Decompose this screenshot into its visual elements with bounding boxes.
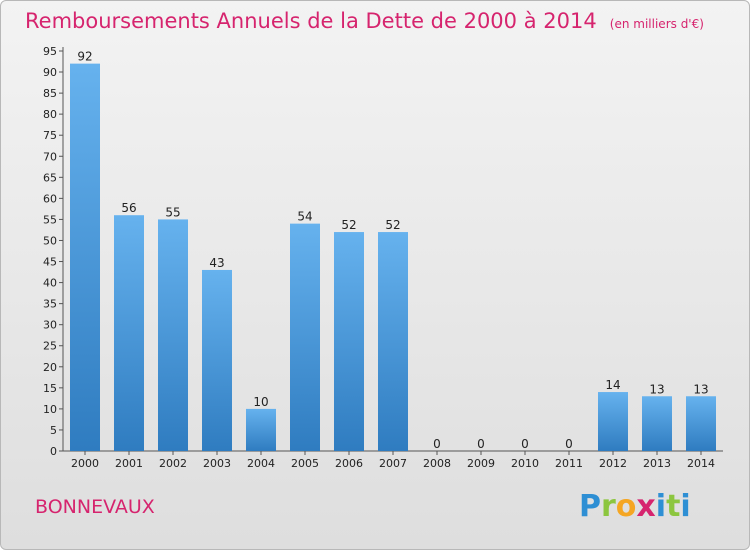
y-tick-label: 15 [43,382,57,395]
x-tick-label: 2014 [687,457,715,470]
y-tick-label: 75 [43,129,57,142]
x-tick-label: 2002 [159,457,187,470]
proxiti-logo: Proxiti [579,489,691,524]
y-tick-label: 20 [43,361,57,374]
chart-bars [70,63,716,451]
value-label: 52 [341,218,356,232]
bar-2000 [70,63,100,451]
x-tick-label: 2013 [643,457,671,470]
y-tick-label: 80 [43,108,57,121]
value-label: 0 [565,437,573,451]
y-tick-label: 85 [43,87,57,100]
logo-letter: P [579,489,601,524]
bar-2001 [114,215,144,451]
commune-name: BONNEVAUX [35,496,155,518]
y-tick-label: 10 [43,403,57,416]
chart-title: Remboursements Annuels de la Dette de 20… [25,9,597,33]
y-tick-label: 70 [43,150,57,163]
bar-2013 [642,396,672,451]
x-tick-label: 2000 [71,457,99,470]
logo-letter: t [666,489,681,524]
logo-letter: i [655,489,667,524]
bar-2002 [158,219,188,451]
x-tick-label: 2006 [335,457,363,470]
value-label: 10 [253,395,268,409]
x-tick-label: 2004 [247,457,275,470]
x-tick-label: 2012 [599,457,627,470]
value-label: 54 [297,210,312,224]
bar-2003 [202,269,232,451]
y-tick-label: 90 [43,66,57,79]
value-label: 0 [433,437,441,451]
value-label: 56 [121,201,136,215]
bar-2014 [686,396,716,451]
y-tick-label: 50 [43,234,57,247]
y-tick-label: 60 [43,192,57,205]
y-tick-label: 5 [50,424,57,437]
logo-letter: x [636,489,656,524]
y-tick-label: 35 [43,298,57,311]
value-label: 55 [165,205,180,219]
bar-2004 [246,408,276,451]
y-tick-label: 95 [43,45,57,58]
bar-2012 [598,392,628,451]
logo-letter: o [615,489,637,524]
value-label: 14 [605,378,620,392]
value-label: 0 [521,437,529,451]
y-tick-label: 25 [43,340,57,353]
logo-letter: i [680,489,691,524]
y-tick-label: 0 [50,445,57,458]
chart-unit-label: (en milliers d'€) [609,17,704,31]
x-tick-label: 2003 [203,457,231,470]
value-label: 92 [77,50,92,64]
x-tick-label: 2007 [379,457,407,470]
bar-2007 [378,232,408,451]
value-label: 0 [477,437,485,451]
value-label: 43 [209,256,224,270]
y-tick-label: 30 [43,319,57,332]
x-tick-label: 2010 [511,457,539,470]
chart-title-block: Remboursements Annuels de la Dette de 20… [25,9,704,33]
x-tick-label: 2005 [291,457,319,470]
y-tick-label: 40 [43,277,57,290]
value-label: 13 [649,382,664,396]
y-tick-label: 55 [43,213,57,226]
y-tick-label: 45 [43,256,57,269]
chart-labels: 2000 92 2001 56 2002 55 2003 43 2004 10 2005 54 2006… [71,50,715,470]
y-tick-label: 65 [43,171,57,184]
x-tick-label: 2001 [115,457,143,470]
bar-2006 [334,232,364,451]
x-tick-label: 2009 [467,457,495,470]
bar-2005 [290,223,320,451]
logo-letter: r [601,489,616,524]
x-tick-label: 2008 [423,457,451,470]
chart-axes: 0 5 10 15 20 25 30 35 40 45 50 55 60 65 70 75 80 85 90 95 [43,45,723,458]
value-label: 52 [385,218,400,232]
x-tick-label: 2011 [555,457,583,470]
value-label: 13 [693,382,708,396]
